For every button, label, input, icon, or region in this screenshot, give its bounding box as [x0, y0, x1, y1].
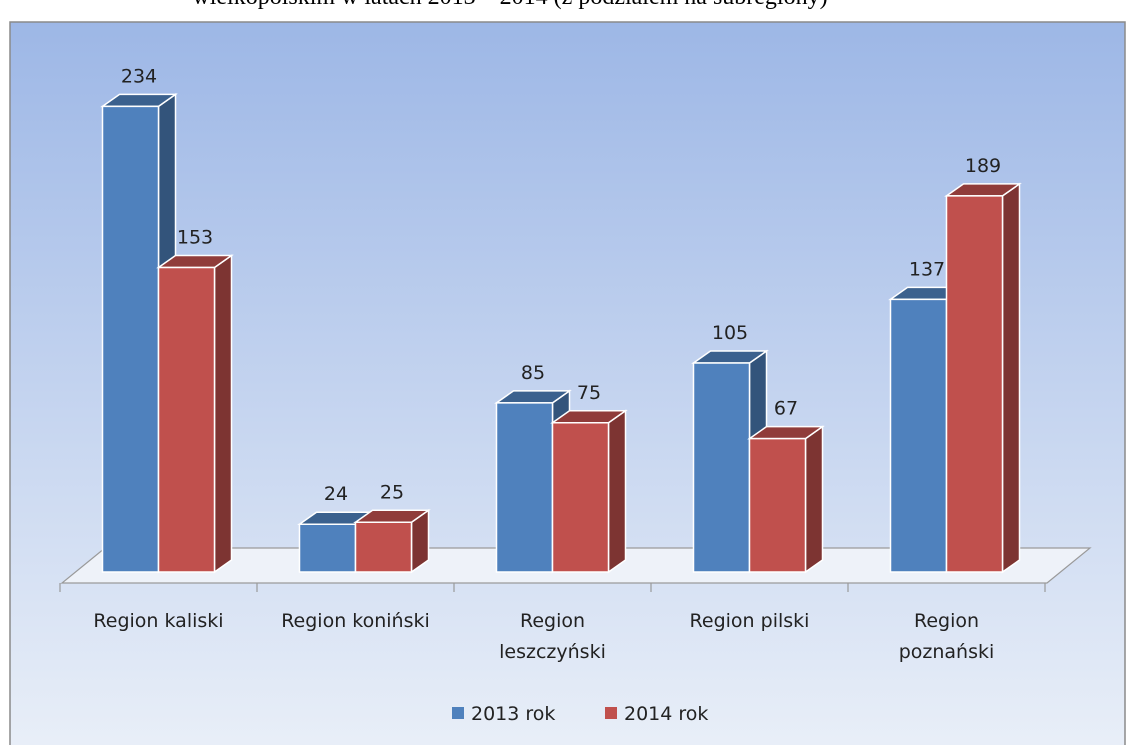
bar [944, 182, 1022, 574]
bar [747, 425, 825, 574]
bar [353, 508, 431, 574]
data-label: 137 [909, 258, 945, 280]
x-tick-label: Region pilski [690, 610, 810, 632]
bar [156, 254, 234, 574]
bar-front [101, 105, 160, 573]
bar [550, 409, 628, 574]
data-label: 67 [774, 398, 798, 420]
data-label: 105 [712, 322, 748, 344]
bar-side [213, 254, 233, 574]
bar-front [495, 402, 554, 573]
bar-side [607, 409, 627, 574]
data-label: 85 [521, 362, 545, 384]
legend-label: 2014 rok [624, 703, 708, 725]
bar-front [889, 298, 948, 573]
bar-side [1001, 182, 1021, 574]
bar-side [804, 425, 824, 574]
legend-label: 2013 rok [471, 703, 555, 725]
data-label: 75 [577, 382, 601, 404]
data-label: 153 [177, 227, 213, 249]
data-label: 234 [121, 65, 157, 87]
bar-front [157, 266, 216, 573]
x-tick-label: Region kaliski [93, 610, 223, 632]
legend-swatch [605, 707, 617, 719]
x-tick-label: Region koniński [281, 610, 430, 632]
x-tick-label: Region leszczyński [499, 610, 606, 663]
data-label: 24 [324, 483, 348, 505]
bar-front [354, 521, 413, 573]
bar-front [748, 437, 807, 573]
bar-front [298, 523, 357, 573]
x-tick-label: Region poznański [899, 610, 995, 663]
bar-front [945, 195, 1004, 573]
bar-front [692, 362, 751, 573]
data-label: 189 [965, 155, 1001, 177]
chart-title: wielkopolskim w latach 2013 – 2014 (z po… [192, 0, 827, 10]
legend-swatch [452, 707, 464, 719]
data-label: 25 [380, 481, 404, 503]
bar-front [551, 422, 610, 573]
